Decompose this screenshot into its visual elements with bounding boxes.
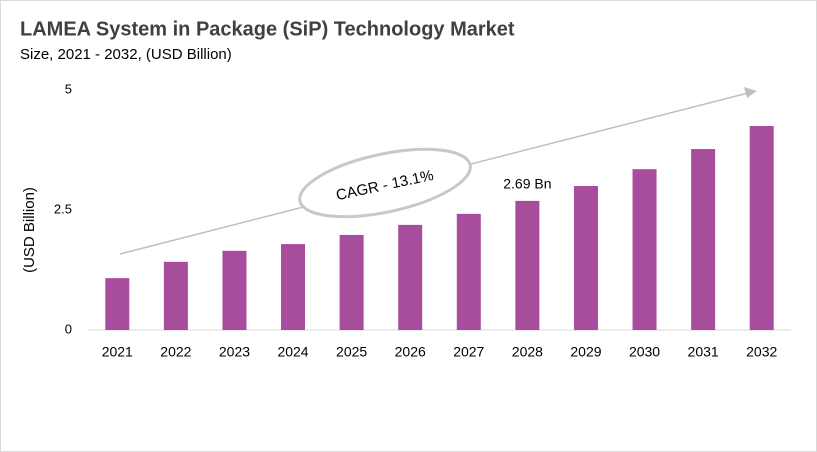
- y-tick-label: 2.5: [54, 201, 72, 216]
- x-tick-label: 2021: [102, 344, 133, 360]
- x-tick-label: 2032: [746, 344, 777, 360]
- x-tick-label: 2022: [160, 344, 191, 360]
- bar: [281, 244, 306, 330]
- data-label: 2.69 Bn: [503, 176, 551, 192]
- bar: [339, 234, 364, 330]
- y-tick-label: 0: [65, 321, 72, 336]
- x-tick-label: 2028: [512, 344, 543, 360]
- arrow-head: [744, 87, 757, 98]
- chart-title: LAMEA System in Package (SiP) Technology…: [20, 18, 515, 40]
- x-tick-label: 2030: [629, 344, 660, 360]
- bar: [398, 224, 423, 330]
- bar: [573, 186, 598, 330]
- x-tick-label: 2029: [570, 344, 601, 360]
- x-tick-label: 2026: [395, 344, 426, 360]
- bar: [632, 169, 657, 330]
- bar: [515, 200, 540, 330]
- x-tick-label: 2024: [277, 344, 308, 360]
- bar: [456, 213, 481, 330]
- x-tick-label: 2031: [688, 344, 719, 360]
- x-tick-label: 2023: [219, 344, 250, 360]
- bar: [222, 250, 247, 330]
- chart-subtitle: Size, 2021 - 2032, (USD Billion): [20, 46, 232, 63]
- bar: [691, 149, 716, 330]
- bar: [749, 126, 774, 330]
- bar: [105, 278, 130, 330]
- cagr-ellipse: [298, 147, 472, 219]
- x-tick-label: 2025: [336, 344, 367, 360]
- bar: [163, 261, 188, 330]
- y-tick-label: 5: [65, 81, 72, 96]
- x-tick-label: 2027: [453, 344, 484, 360]
- y-axis-title: (USD Billion): [21, 187, 38, 273]
